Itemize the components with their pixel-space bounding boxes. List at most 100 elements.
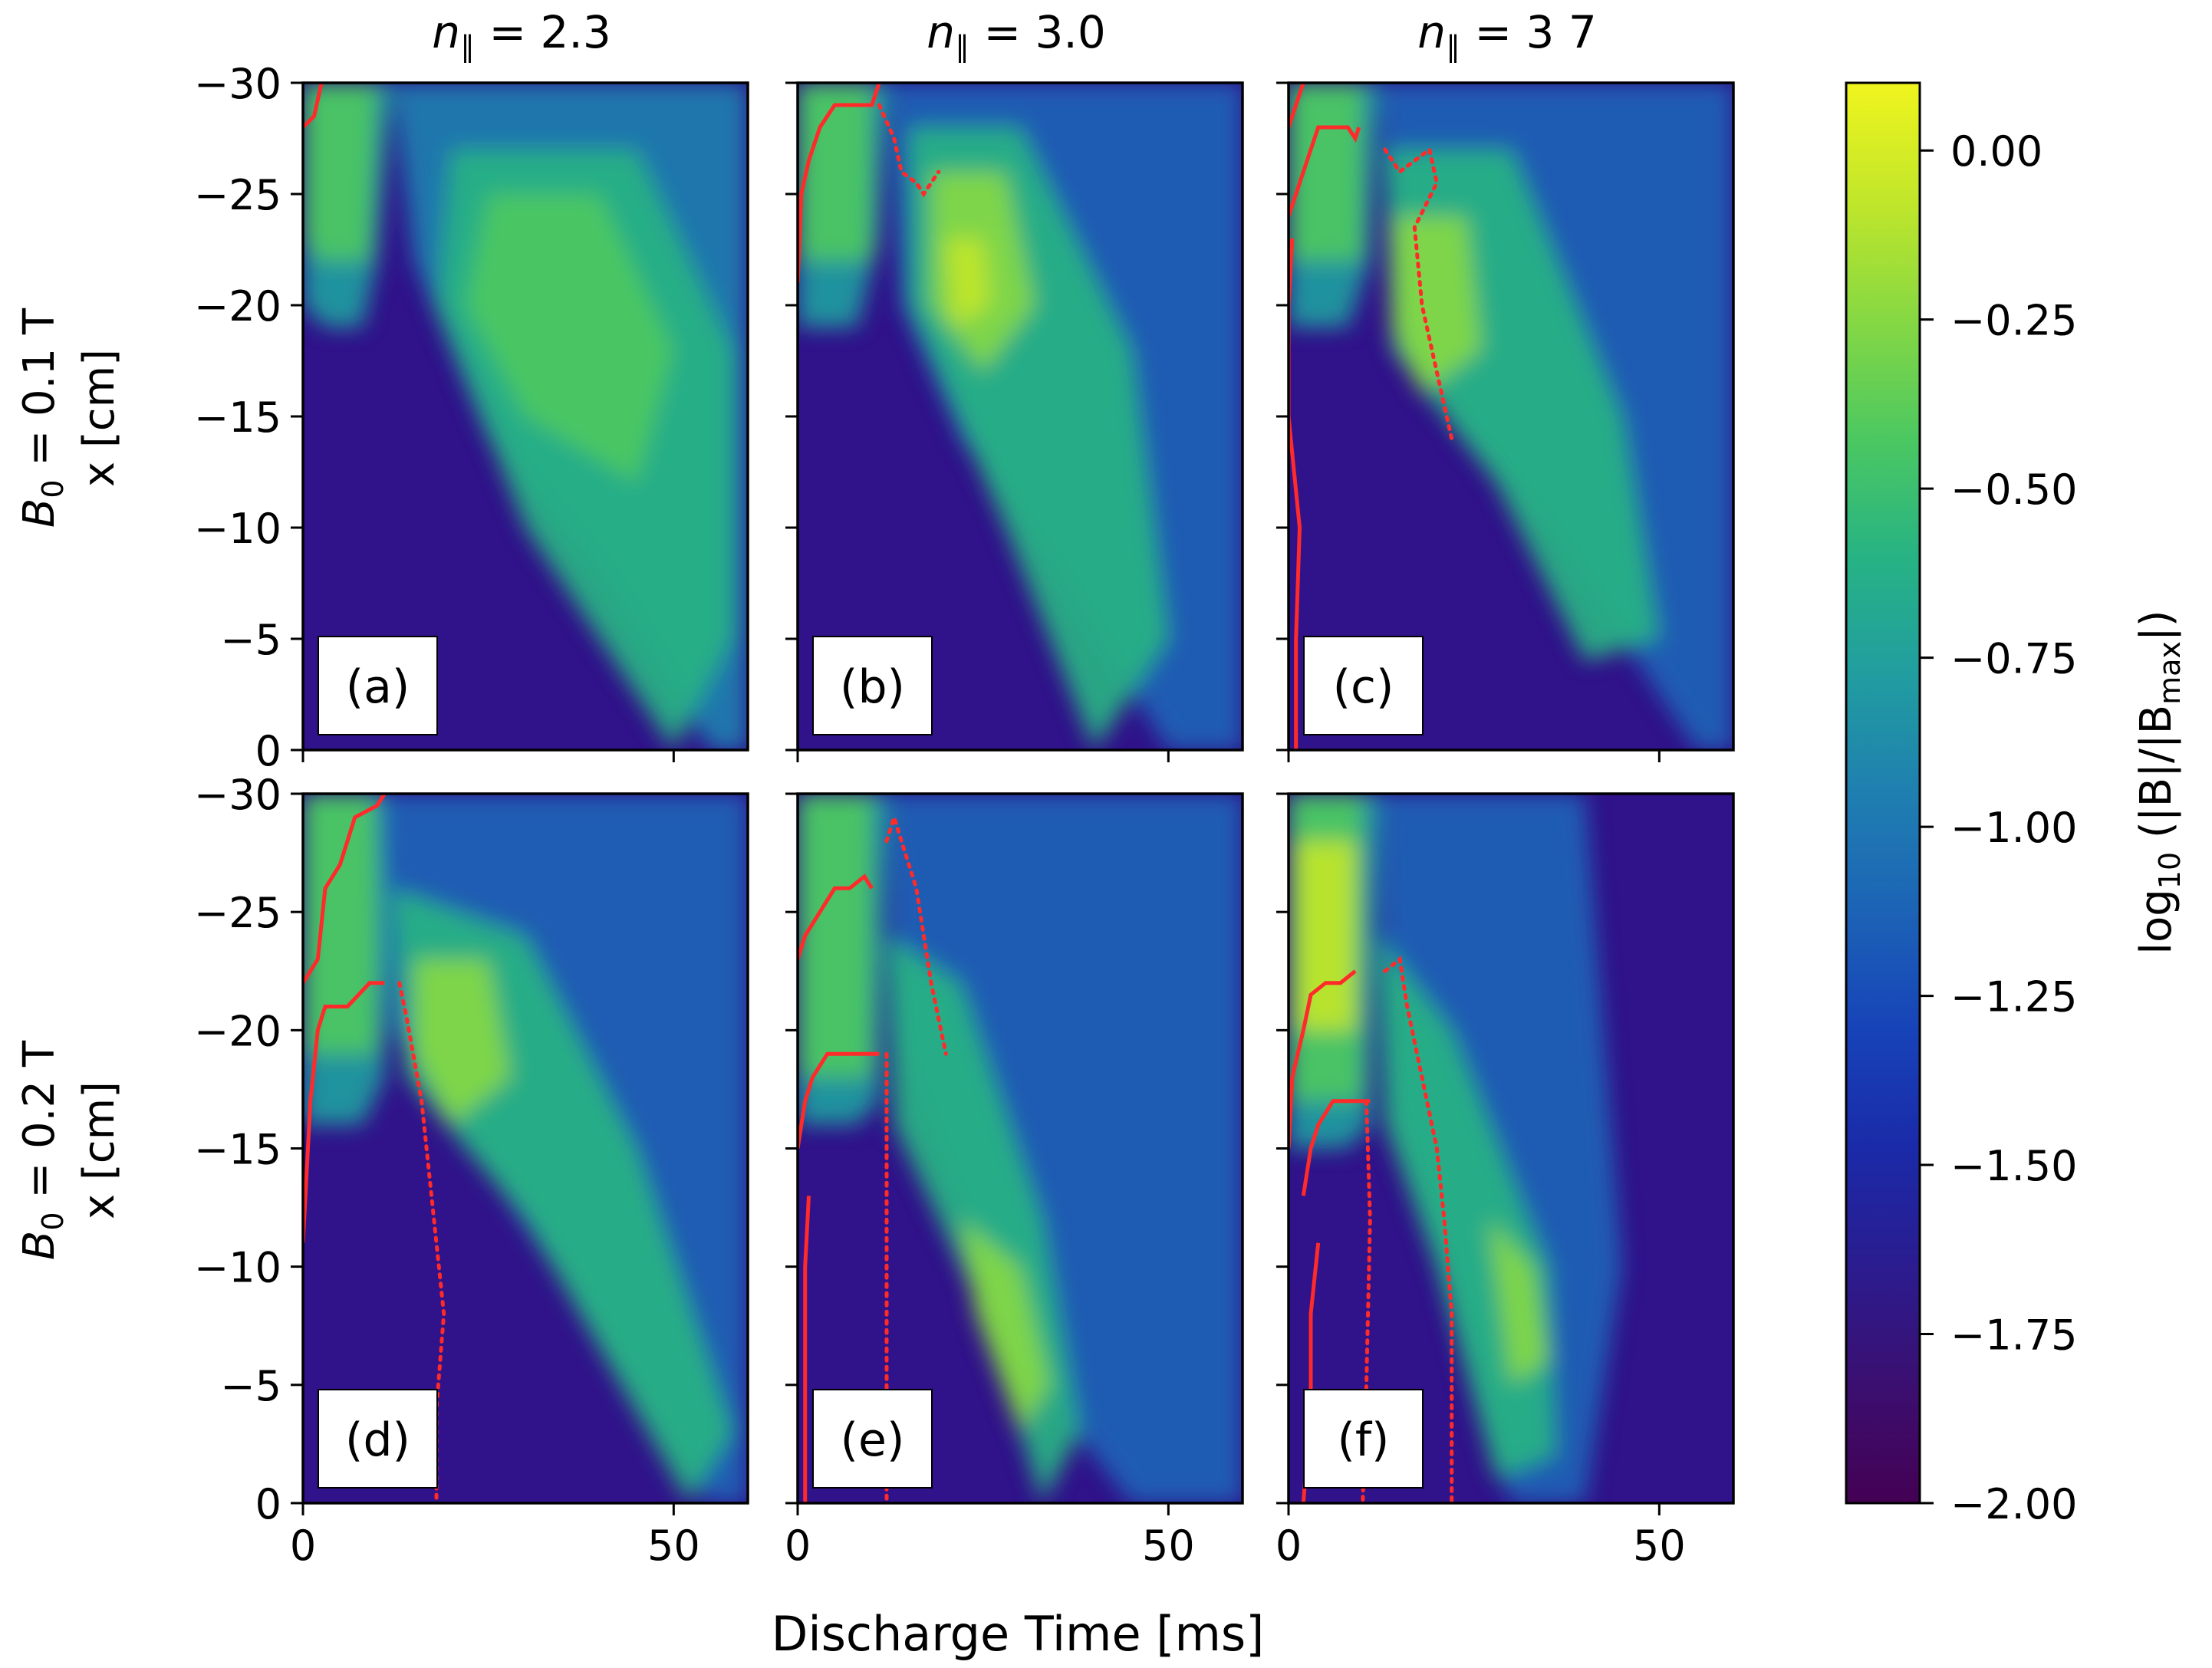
x-tick-label: 50 [647,1522,700,1570]
y-tick-label: −25 [194,171,281,219]
colorbar-tick-label: −0.50 [1950,466,2077,514]
row-label-top: B0 = 0.1 T x [cm] [15,308,124,528]
y-tick-label: 0 [255,727,281,775]
panel-label-box [318,636,438,735]
heatmap-field [1289,794,1622,1503]
column-title-2: n∥ = 3.0 [927,6,1105,64]
heatmap-region [466,194,674,483]
colorbar-gradient [1846,83,1920,1503]
colorbar-label: log10 (|B|/|Bmax|) [2131,610,2187,954]
svg-text:B0 = 0.2 T: B0 = 0.2 T [15,1040,70,1260]
dotted-line [1383,956,1454,1503]
y-tick-label: −30 [194,60,281,108]
panel-label-box [1303,1389,1424,1489]
heatmap-region [414,959,511,1125]
panel-label: (b) [840,660,905,714]
colorbar-tick-label: −1.75 [1950,1311,2077,1360]
heatmap-region [303,794,377,1054]
heatmap-region [1489,1219,1549,1385]
dotted-line [877,103,941,198]
heatmap-field [798,83,1243,750]
y-tick-label: −25 [194,889,281,937]
panel-label: (f) [1338,1413,1390,1467]
y-tick-label: −15 [194,1126,281,1174]
panels: (a) −30 −25 −20 −15 −10 −5 0 (b) (c) (d) −30 −25 −20 −… [194,60,1735,1570]
panel-label: (d) [345,1413,410,1467]
y-tick-label: −30 [194,771,281,819]
colorbar-ticks: 0.00 −0.25 −0.50 −0.75 −1.00 −1.25 −1.50 −1.75 −… [1920,127,2077,1528]
heatmap-region [1289,83,1363,261]
solid-line [798,873,874,960]
panel-label-box [812,1389,933,1489]
heatmap-field [303,794,748,1503]
panel-f: (f) 0 50 [1276,792,1735,1570]
solid-line [1301,1099,1371,1196]
svg-text:B0 = 0.1 T: B0 = 0.1 T [15,308,70,528]
svg-text:log10 (|B|/|Bmax|): log10 (|B|/|Bmax|) [2131,610,2187,954]
colorbar: 0.00 −0.25 −0.50 −0.75 −1.00 −1.25 −1.50 −1.75 −… [1845,81,2187,1528]
contour-lines [303,83,324,129]
heatmap-region [887,794,1243,1503]
y-tick-label: −15 [194,393,281,442]
y-tick-label: −5 [220,616,281,664]
y-tick-label: 0 [255,1480,281,1528]
x-tick-label: 50 [1142,1522,1195,1570]
dotted-line [884,811,948,1056]
y-tick-label: −10 [194,1244,281,1292]
heatmap-region [303,83,377,261]
panel-label-box [318,1389,438,1489]
panel-label: (e) [841,1413,905,1467]
svg-text:x [cm]: x [cm] [74,1081,124,1219]
colorbar-frame [1845,81,1921,1505]
colorbar-tick-label: −1.00 [1950,804,2077,852]
panel-d: (d) −30 −25 −20 −15 −10 −5 00 50 [194,771,749,1570]
heatmap-field [303,83,748,750]
panel-label-box [1303,636,1424,735]
dotted-line [397,981,446,1503]
colorbar-tick-label: −1.25 [1950,973,2077,1022]
panel-a: (a) −30 −25 −20 −15 −10 −5 0 [194,60,749,775]
solid-line [803,1196,811,1503]
x-tick-label: 50 [1633,1522,1686,1570]
solid-line [798,1051,880,1149]
x-tick-label: 0 [290,1522,316,1570]
solid-line [303,794,387,985]
column-title-3: n∥ = 3 7 [1417,6,1596,64]
colorbar-tick-label: −1.50 [1950,1142,2077,1190]
colorbar-tick-label: −0.25 [1950,297,2077,345]
solid-line [798,83,881,284]
contour-lines [303,794,446,1503]
svg-text:x [cm]: x [cm] [74,349,124,487]
y-tick-label: −5 [220,1362,281,1410]
contour-lines [798,83,941,284]
solid-line [1289,125,1361,217]
solid-line [1289,969,1357,1149]
solid-line [1289,83,1305,128]
heatmap-region [960,1219,1050,1433]
panel-label-box [812,636,933,735]
heatmap-region [798,83,872,261]
panel-label: (a) [346,660,410,714]
solid-line [303,83,324,129]
colorbar-tick-label: −0.75 [1950,635,2077,683]
column-title-1: n∥ = 2.3 [432,6,611,64]
heatmap-region [798,794,872,1077]
dotted-line [1383,146,1454,441]
panel-c: (c) [1276,81,1735,762]
y-tick-label: −10 [194,505,281,553]
panel-label: (c) [1333,660,1394,714]
solid-line [303,981,385,1243]
y-tick-label: −20 [194,1007,281,1055]
heatmap-region [1295,841,1355,1031]
colorbar-tick-label: −2.00 [1950,1480,2077,1528]
panel-b: (b) [785,81,1244,762]
x-tick-label: 0 [785,1522,811,1570]
x-axis-label: Discharge Time [ms] [772,1606,1265,1662]
y-tick-label: −20 [194,282,281,331]
colorbar-tick-label: 0.00 [1950,127,2042,176]
heatmap-region [1392,216,1482,394]
x-tick-label: 0 [1276,1522,1302,1570]
row-label-bottom: B0 = 0.2 T x [cm] [15,1040,124,1260]
heatmap-region [946,239,991,327]
